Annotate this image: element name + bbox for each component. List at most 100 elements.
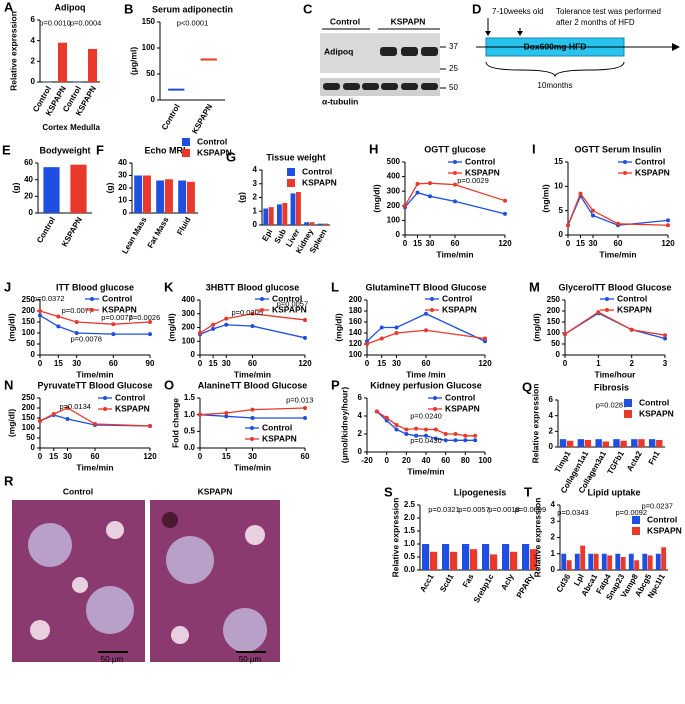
marker xyxy=(629,327,634,332)
bar xyxy=(559,439,567,447)
legend-label: KSPAPN xyxy=(115,403,150,413)
annotation: p=0.0099 xyxy=(515,505,547,514)
x-tick-label: Acc1 xyxy=(418,572,436,594)
legend-marker xyxy=(250,437,254,441)
annotation: p=0.0134 xyxy=(59,402,91,411)
arrow-head xyxy=(485,31,491,36)
y-tick-label: 0 xyxy=(29,208,34,217)
bar xyxy=(580,545,586,570)
marker xyxy=(394,427,399,432)
y-tick-label: 30 xyxy=(118,171,127,180)
marker xyxy=(56,324,61,329)
y-tick-label: 150 xyxy=(22,413,36,422)
image-label: Control xyxy=(63,486,93,496)
bar xyxy=(628,553,634,570)
panel-letter: T xyxy=(524,484,532,499)
chart-title: Lipogenesis xyxy=(454,487,507,497)
marker xyxy=(384,415,389,420)
x-tick-label: 2 xyxy=(629,359,634,368)
legend-marker xyxy=(90,297,94,301)
bar xyxy=(530,549,538,570)
x-tick-label: Fn1 xyxy=(647,449,662,466)
legend-marker xyxy=(453,171,457,175)
chart-title: AlanineTT Blood Glucose xyxy=(198,380,308,390)
legend-label: KSPAPN xyxy=(647,525,682,535)
x-axis-label: Time/min xyxy=(407,466,444,476)
bar xyxy=(566,560,572,570)
annotation: p=0.0205 xyxy=(232,308,264,317)
image-label: KSPAPN xyxy=(198,486,233,496)
y-tick-label: 200 xyxy=(22,403,36,412)
legend-label: KSPAPN xyxy=(442,304,477,314)
marker xyxy=(415,181,420,186)
marker xyxy=(666,223,670,228)
bar xyxy=(522,544,530,570)
x-tick-label: KSPAPN xyxy=(60,215,84,248)
annotation: p<0.0001 xyxy=(177,19,209,28)
bar xyxy=(282,203,288,225)
y-axis-label: (mg/dl) xyxy=(531,313,541,341)
scale-label: 50 μm xyxy=(101,655,124,664)
legend-label: KSPAPN xyxy=(197,147,232,157)
marker xyxy=(38,309,42,313)
marker xyxy=(596,310,601,315)
y-tick-label: 40 xyxy=(118,158,127,167)
legend-swatch xyxy=(624,399,632,407)
marker xyxy=(404,427,409,432)
x-tick-label: Fluid xyxy=(175,215,192,236)
legend-label: Control xyxy=(465,156,495,166)
legend-label: Control xyxy=(302,166,332,176)
marker xyxy=(424,427,428,432)
x-tick-label: 60 xyxy=(301,452,310,461)
x-tick-label: 0 xyxy=(38,452,43,461)
y-tick-label: 150 xyxy=(22,317,36,326)
x-axis-label: Time /min xyxy=(406,369,446,379)
chart-title: Serum adiponectin xyxy=(152,4,233,14)
x-tick-label: 0 xyxy=(38,359,43,368)
annotation: p=0.0078 xyxy=(70,335,102,344)
line xyxy=(567,194,669,226)
panel-letter: C xyxy=(303,1,313,16)
bar xyxy=(178,180,187,213)
x-tick-label: 0 xyxy=(384,456,389,465)
legend-label: KSPAPN xyxy=(639,408,674,418)
y-tick-label: 0 xyxy=(151,95,156,104)
panel-letter: I xyxy=(532,141,536,156)
x-tick-label: 90 xyxy=(146,359,155,368)
legend-label: KSPAPN xyxy=(272,304,307,314)
legend-label: Control xyxy=(115,392,145,402)
y-tick-label: 0 xyxy=(559,230,564,239)
x-tick-label: 60 xyxy=(441,456,450,465)
bar xyxy=(442,544,450,570)
scale-label: 50 μm xyxy=(239,655,262,664)
y-tick-label: 300 xyxy=(387,186,401,195)
x-tick-label: 30 xyxy=(426,239,435,248)
line xyxy=(199,414,305,419)
annotation: p=0.0237 xyxy=(641,501,673,510)
y-tick-label: 0 xyxy=(31,443,36,452)
marker xyxy=(38,419,42,423)
marker xyxy=(250,324,255,329)
bar xyxy=(43,167,60,213)
y-tick-label: 200 xyxy=(387,201,401,210)
marker xyxy=(463,438,468,443)
x-tick-label: Cd36 xyxy=(555,572,573,594)
legend-marker xyxy=(623,160,627,164)
bar xyxy=(263,208,269,225)
bar xyxy=(317,223,323,225)
annotation: p=0.013 xyxy=(286,395,313,404)
legend-marker xyxy=(103,407,107,411)
legend-label: KSPAPN xyxy=(102,304,137,314)
bar xyxy=(642,553,648,570)
y-tick-label: 0 xyxy=(549,442,554,451)
x-tick-label: 15 xyxy=(222,452,231,461)
treatment-label: Dox600mg HFD xyxy=(524,41,587,51)
y-tick-label: 40 xyxy=(24,175,33,184)
x-tick-label: 30 xyxy=(72,359,81,368)
bar xyxy=(634,560,640,570)
y-axis-label: Relative expression xyxy=(532,498,542,578)
y-axis-label: (mg/dl) xyxy=(371,184,381,212)
marker xyxy=(379,336,384,341)
x-tick-label: Lean Mass xyxy=(120,215,149,255)
